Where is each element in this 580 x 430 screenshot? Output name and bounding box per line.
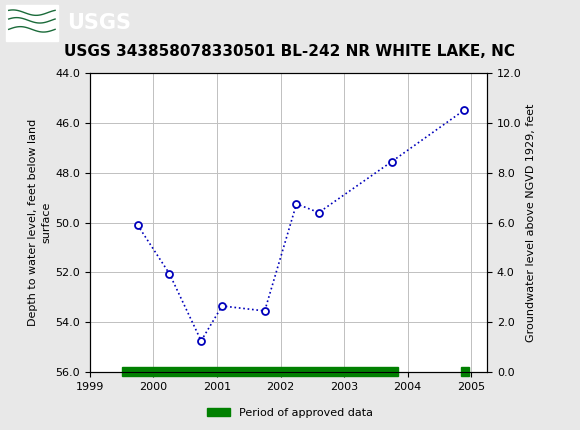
Bar bbox=[122, 368, 398, 376]
Legend: Period of approved data: Period of approved data bbox=[203, 403, 377, 422]
Y-axis label: Depth to water level, feet below land
surface: Depth to water level, feet below land su… bbox=[28, 119, 51, 326]
Y-axis label: Groundwater level above NGVD 1929, feet: Groundwater level above NGVD 1929, feet bbox=[526, 103, 536, 342]
Bar bbox=[461, 368, 469, 376]
Text: USGS 343858078330501 BL-242 NR WHITE LAKE, NC: USGS 343858078330501 BL-242 NR WHITE LAK… bbox=[64, 44, 516, 59]
Text: USGS: USGS bbox=[67, 12, 130, 33]
FancyBboxPatch shape bbox=[6, 4, 58, 41]
